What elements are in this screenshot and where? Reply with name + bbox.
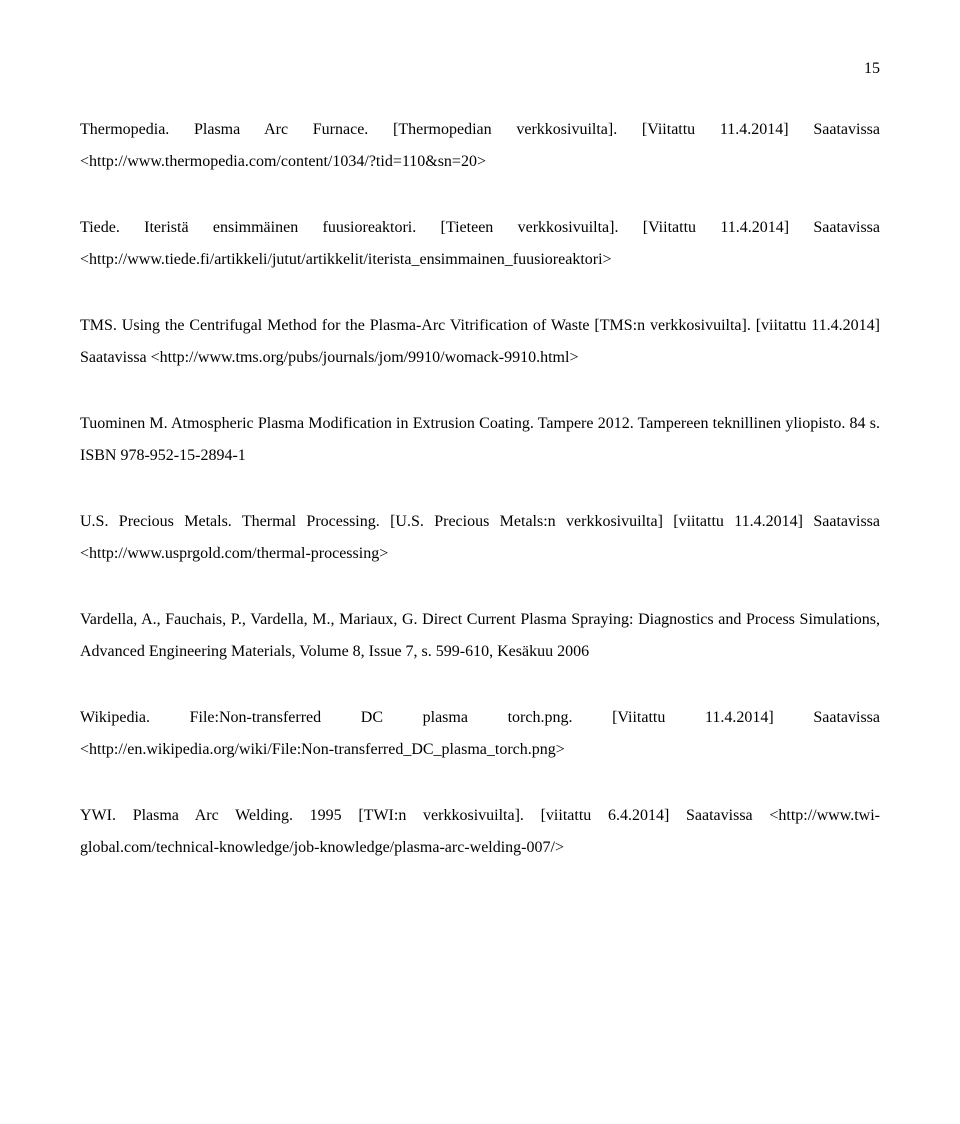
page-number: 15 bbox=[80, 60, 880, 78]
reference-item: Tiede. Iteristä ensimmäinen fuusioreakto… bbox=[80, 212, 880, 276]
reference-item: TMS. Using the Centrifugal Method for th… bbox=[80, 310, 880, 374]
reference-item: U.S. Precious Metals. Thermal Processing… bbox=[80, 506, 880, 570]
reference-item: YWI. Plasma Arc Welding. 1995 [TWI:n ver… bbox=[80, 800, 880, 864]
page-content: 15 Thermopedia. Plasma Arc Furnace. [The… bbox=[0, 0, 960, 958]
reference-item: Thermopedia. Plasma Arc Furnace. [Thermo… bbox=[80, 114, 880, 178]
reference-item: Wikipedia. File:Non-transferred DC plasm… bbox=[80, 702, 880, 766]
reference-item: Tuominen M. Atmospheric Plasma Modificat… bbox=[80, 408, 880, 472]
reference-item: Vardella, A., Fauchais, P., Vardella, M.… bbox=[80, 604, 880, 668]
